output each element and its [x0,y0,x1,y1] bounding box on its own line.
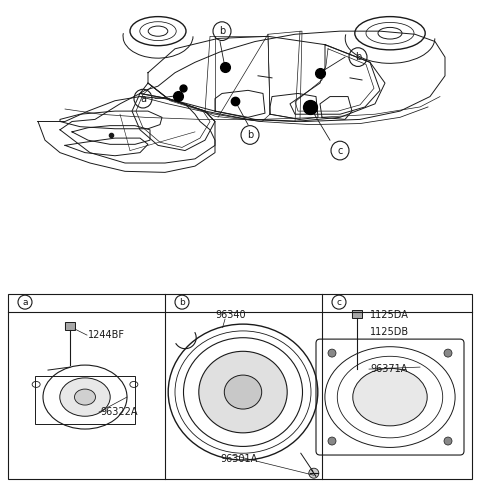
FancyBboxPatch shape [352,310,362,318]
Text: 1244BF: 1244BF [88,330,125,340]
Ellipse shape [224,375,262,409]
Text: a: a [140,94,146,104]
Text: b: b [247,130,253,140]
Circle shape [444,437,452,445]
Bar [8,294,472,479]
Text: 96301A: 96301A [220,454,257,464]
Text: 96322A: 96322A [100,407,137,417]
Ellipse shape [74,389,96,405]
Text: c: c [337,146,343,155]
Circle shape [328,437,336,445]
Ellipse shape [353,368,427,426]
Circle shape [309,468,319,478]
Text: b: b [179,298,185,307]
Text: 1125DA: 1125DA [370,310,409,320]
Text: 96371A: 96371A [370,364,408,374]
Text: b: b [219,26,225,36]
Ellipse shape [60,378,110,416]
Text: a: a [22,298,28,307]
Text: b: b [355,52,361,62]
Circle shape [328,349,336,357]
Ellipse shape [199,351,287,433]
Text: c: c [336,298,341,307]
Text: 1125DB: 1125DB [370,327,409,337]
Circle shape [444,349,452,357]
Text: 96340: 96340 [215,310,246,320]
FancyBboxPatch shape [65,322,75,330]
